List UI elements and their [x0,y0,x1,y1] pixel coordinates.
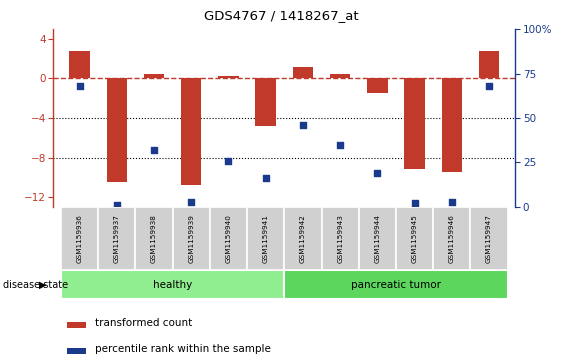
Bar [441,78,462,172]
Text: percentile rank within the sample: percentile rank within the sample [95,344,271,354]
Point [485,83,494,89]
Bar [293,66,313,78]
Text: ▶: ▶ [39,280,47,290]
Text: GSM1159937: GSM1159937 [114,214,120,263]
Bar [181,78,202,185]
Bar [173,207,210,270]
Point [410,200,419,206]
Bar [404,78,425,170]
Bar [68,322,86,328]
Text: GSM1159944: GSM1159944 [374,214,381,263]
Point [75,83,84,89]
Bar [284,270,508,299]
Bar [247,207,284,270]
Text: GSM1159940: GSM1159940 [225,214,231,263]
Point [373,170,382,176]
Bar [69,51,90,78]
Bar [359,207,396,270]
Bar [321,207,359,270]
Text: GSM1159945: GSM1159945 [412,214,418,263]
Text: GSM1159938: GSM1159938 [151,214,157,263]
Point [187,199,196,204]
Text: GSM1159946: GSM1159946 [449,214,455,263]
Point [112,202,121,208]
Text: GSM1159941: GSM1159941 [263,214,269,263]
Point [150,147,159,153]
Point [336,142,345,147]
Text: GDS4767 / 1418267_at: GDS4767 / 1418267_at [204,9,359,22]
Text: GSM1159936: GSM1159936 [77,214,83,263]
Text: healthy: healthy [153,280,192,290]
Bar [98,207,135,270]
Point [448,199,457,204]
Point [261,176,270,182]
Bar [210,207,247,270]
Bar [144,74,164,78]
Bar [330,74,350,78]
Bar [284,207,321,270]
Text: GSM1159943: GSM1159943 [337,214,343,263]
Bar [61,207,98,270]
Bar [68,348,86,354]
Bar [396,207,434,270]
Bar [434,207,471,270]
Bar [218,77,239,78]
Text: transformed count: transformed count [95,318,193,328]
Text: GSM1159947: GSM1159947 [486,214,492,263]
Bar [367,78,388,93]
Point [224,158,233,164]
Bar [479,51,499,78]
Bar [135,207,173,270]
Point [298,122,307,128]
Text: GSM1159942: GSM1159942 [300,214,306,263]
Text: disease state: disease state [3,280,68,290]
Text: GSM1159939: GSM1159939 [188,214,194,263]
Bar [471,207,508,270]
Text: pancreatic tumor: pancreatic tumor [351,280,441,290]
Bar [256,78,276,126]
Bar [106,78,127,182]
Bar [61,270,284,299]
